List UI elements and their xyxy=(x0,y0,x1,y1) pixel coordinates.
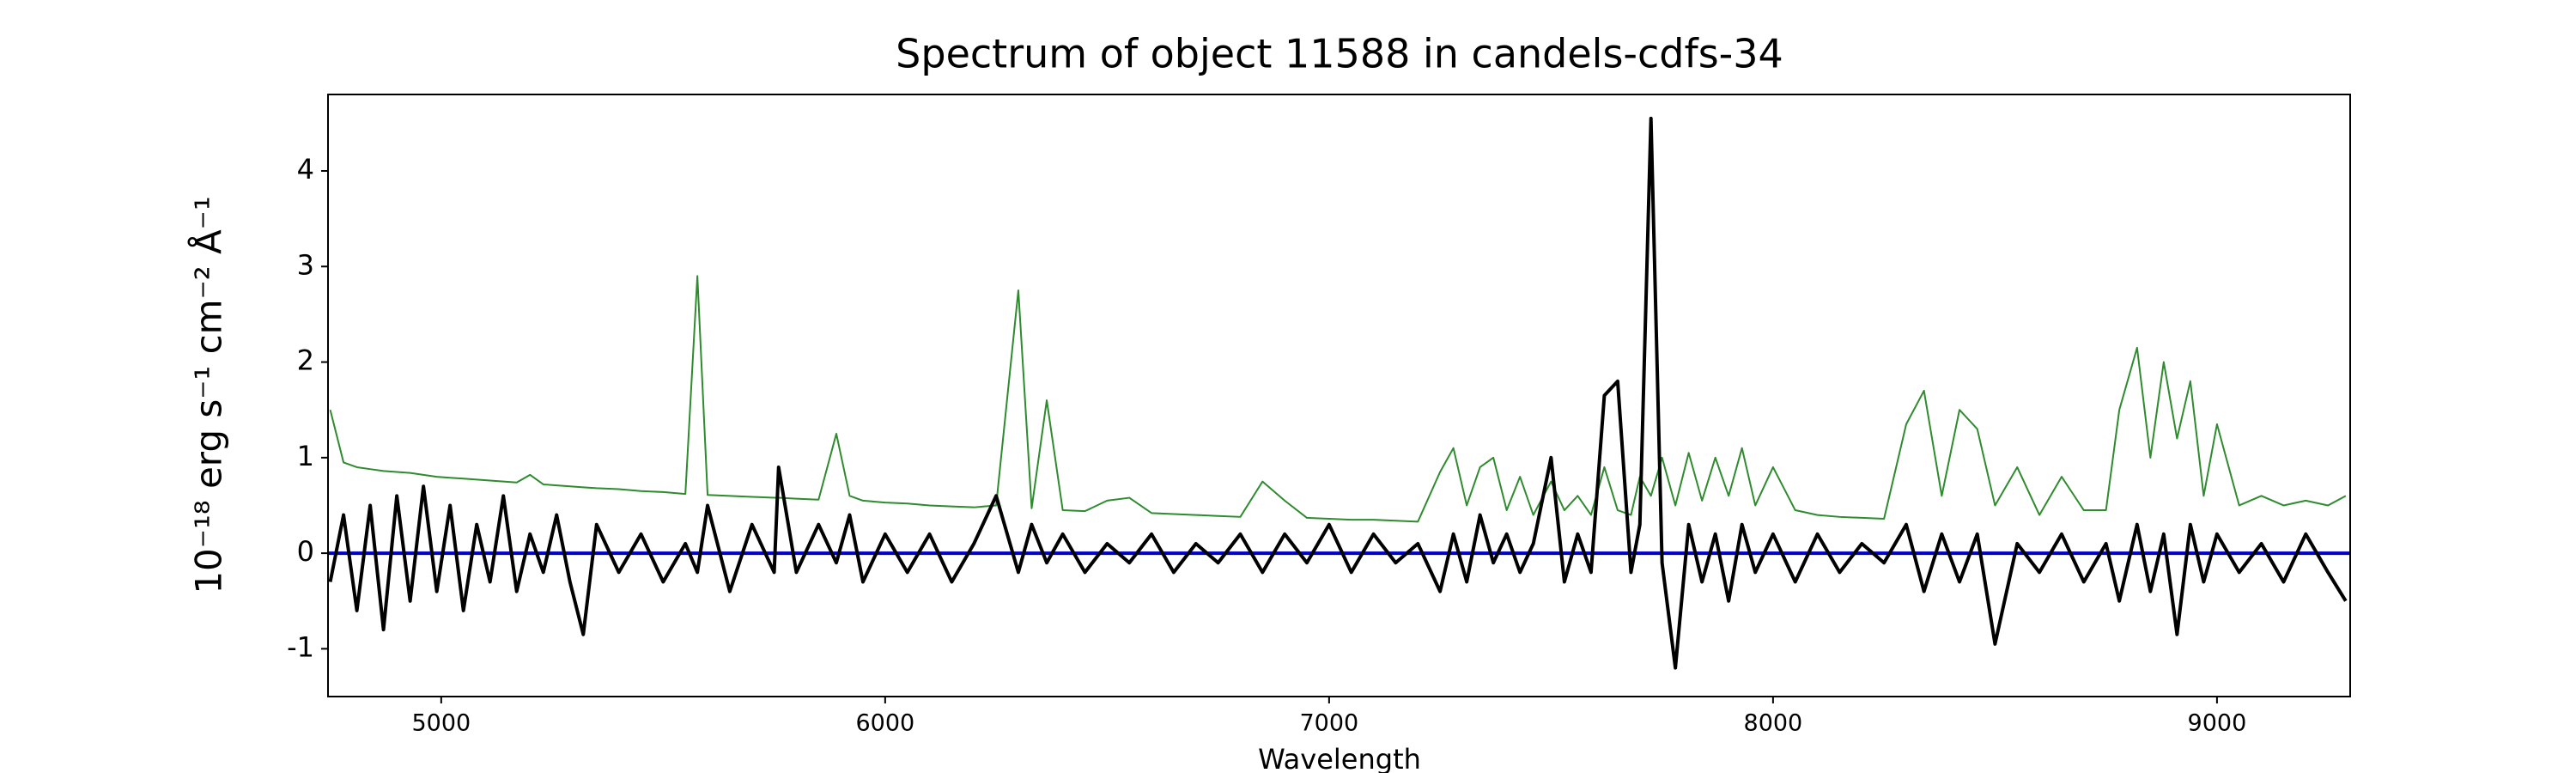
plot-frame xyxy=(327,94,2351,697)
y-axis-label: 10⁻¹⁸ erg s⁻¹ cm⁻² Å⁻¹ xyxy=(187,196,230,593)
y-tick-label: -1 xyxy=(287,630,314,663)
spectrum-line xyxy=(328,116,2348,670)
y-tick-label: 1 xyxy=(297,440,314,472)
y-tick-label: 0 xyxy=(297,535,314,568)
x-tick-label: 9000 xyxy=(2188,710,2247,737)
x-axis-label: Wavelength xyxy=(1258,743,1421,773)
x-tick-label: 5000 xyxy=(411,710,471,737)
x-tick-label: 7000 xyxy=(1300,710,1359,737)
y-tick-label: 2 xyxy=(297,344,314,377)
y-tick-label: 4 xyxy=(297,153,314,186)
x-tick-label: 6000 xyxy=(855,710,914,737)
spectrum-line xyxy=(329,275,2347,523)
y-tick-label: 3 xyxy=(297,248,314,281)
x-tick-label: 8000 xyxy=(1744,710,1803,737)
chart-title: Spectrum of object 11588 in candels-cdfs… xyxy=(896,31,1783,77)
